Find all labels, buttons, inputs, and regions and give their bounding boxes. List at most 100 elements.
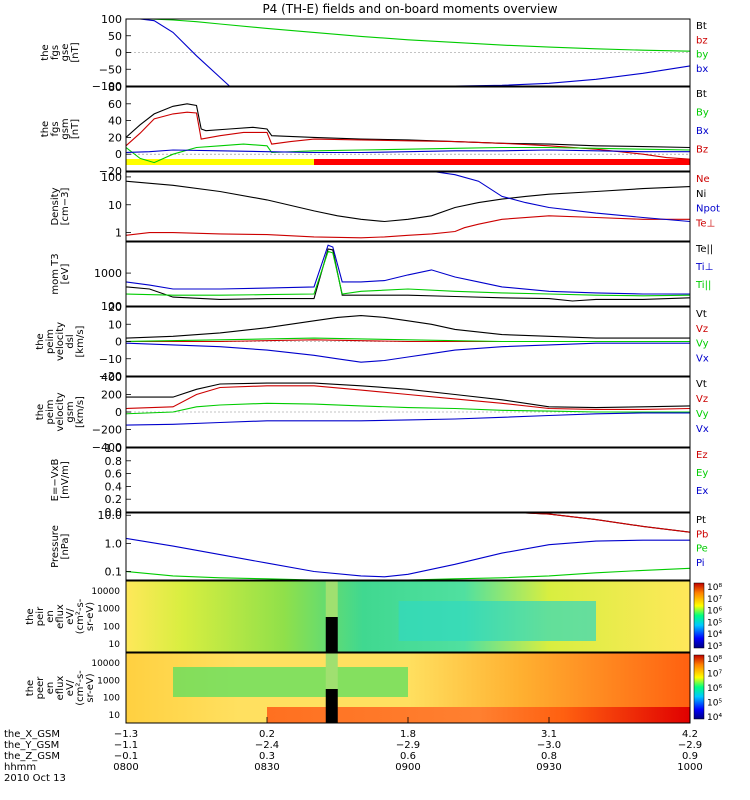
legend-label: Vz (696, 394, 708, 405)
legend-label: Ez (696, 450, 708, 461)
colorbar-tick-label: 10⁷ (707, 595, 722, 605)
plot-title: P4 (TH-E) fields and on-board moments ov… (262, 2, 557, 16)
colorbar-tick-label: 10⁴ (707, 630, 722, 640)
x-axis-value: −1.1 (114, 740, 138, 751)
y-tick-label: 10 (108, 318, 122, 331)
legend-label: Vt (696, 379, 707, 390)
x-axis-value: 3.1 (541, 729, 557, 740)
legend-label: Bz (696, 145, 708, 156)
y-axis-label: peim (45, 329, 56, 354)
data-gap-top (325, 581, 338, 617)
legend-label: Pi (696, 558, 705, 569)
colorbar (693, 582, 705, 649)
y-axis-label: Pressure (50, 525, 61, 568)
y-axis-label: [cm−3] (60, 188, 71, 226)
x-axis-value: −0.1 (114, 751, 138, 762)
y-axis-label: the (35, 404, 46, 420)
y-tick-label: −10 (99, 353, 122, 366)
panel-density: 100 10 1 Density [cm−3] Ne Ni Npot Te⊥ (50, 171, 720, 242)
y-axis-label: [nPa] (60, 533, 71, 559)
y-tick-label: −200 (92, 424, 122, 437)
y-tick-label: 40 (108, 115, 122, 128)
y-tick-label: 80 (108, 81, 122, 94)
y-tick-label: −100 (92, 80, 122, 93)
y-axis-label: eV/ (65, 679, 76, 696)
legend-label: by (696, 50, 708, 61)
y-axis-label: mom T3 (50, 253, 61, 294)
y-tick-label: 20 (108, 131, 122, 144)
colorbar-tick-label: 10³ (707, 642, 722, 652)
legend-label: Vz (696, 324, 708, 335)
y-tick-label: −400 (92, 441, 122, 454)
series-Ne-line (125, 215, 690, 239)
y-tick-label: 400 (101, 371, 122, 384)
x-axis-value: 0930 (536, 762, 561, 773)
y-axis-label: velocity (55, 322, 66, 361)
legend-label: Bt (696, 89, 707, 100)
spectrogram-low-band (267, 707, 690, 723)
y-tick-label: 0.4 (105, 480, 123, 493)
y-axis-label: the (40, 121, 51, 137)
legend-label: Bt (696, 21, 707, 32)
x-axis-row-label: the_Y_GSM (4, 740, 59, 751)
y-axis-label: fgs (50, 45, 61, 60)
y-axis-label: the (25, 680, 36, 696)
panel-fgs_gsm: 80 60 40 20 0 −20 the fgs gsm [nT] Bt By Bx Bz (40, 81, 709, 178)
y-axis-label: the (35, 333, 46, 349)
y-axis-label: gse (60, 44, 71, 62)
x-axis: the_X_GSM −1.3 0.2 1.8 3.1 4.2 the_Y_GSM −1.1 −2… (4, 717, 703, 784)
x-axis-value: 0.6 (400, 751, 416, 762)
y-axis-label: eflux (55, 676, 66, 701)
series-Vz-line (125, 385, 691, 410)
series-Vy-line (125, 402, 690, 415)
x-axis-value: 0830 (254, 762, 279, 773)
spectrogram-low-band (398, 601, 596, 641)
colorbar (693, 654, 705, 720)
y-tick-label: 0.2 (105, 493, 123, 506)
legend-label: Vt (696, 309, 707, 320)
x-axis-value: −1.3 (114, 729, 138, 740)
y-axis-label: E=−VxB (50, 459, 61, 502)
y-axis-label: the (25, 608, 36, 624)
y-tick-label: −20 (99, 370, 122, 383)
y-axis-label: the (40, 44, 51, 60)
x-axis-value: 4.2 (682, 729, 698, 740)
panel-frame (125, 18, 691, 87)
series-Npot-line (436, 171, 691, 223)
y-axis-label: gsm (65, 401, 76, 422)
legend-label: By (696, 108, 709, 119)
x-axis-row-label: the_Z_GSM (4, 751, 60, 762)
series-Ti-line (125, 244, 690, 295)
legend-label: Ne (696, 174, 710, 185)
y-axis-label: (cm²-s- (75, 670, 86, 706)
y-tick-label: 1000 (94, 267, 122, 280)
panel-frame (125, 580, 691, 653)
panel-frame (125, 376, 691, 448)
y-tick-label: 1.0 (105, 537, 123, 550)
series-by-line (126, 18, 691, 52)
series-Vx-line (125, 412, 690, 426)
y-tick-label: 1000 (97, 605, 120, 615)
legend-label: Bx (696, 126, 709, 137)
y-axis-label: Density (50, 187, 61, 225)
legend-label: Pe (696, 544, 708, 555)
y-axis-label: [eV] (60, 264, 71, 285)
y-axis-label: en (45, 682, 56, 695)
legend-label: Pb (696, 529, 708, 540)
x-axis-value: 1.8 (400, 729, 416, 740)
mode-bar-segment (126, 159, 314, 165)
x-axis-value: 0.9 (682, 751, 698, 762)
legend-label: Ex (696, 486, 708, 497)
y-axis-label: peim (45, 399, 56, 424)
x-axis-value: 0800 (113, 762, 138, 773)
y-tick-label: −50 (99, 63, 122, 76)
y-tick-label: 10 (108, 199, 122, 212)
y-tick-label: 10.0 (98, 509, 123, 522)
y-axis-label: sr-eV) (85, 673, 96, 702)
y-tick-label: 100 (103, 694, 120, 704)
y-tick-label: 200 (101, 389, 122, 402)
y-axis-label: [mV/m] (60, 461, 71, 499)
x-axis-value: −2.9 (678, 740, 702, 751)
series-Vx-line (125, 342, 690, 363)
